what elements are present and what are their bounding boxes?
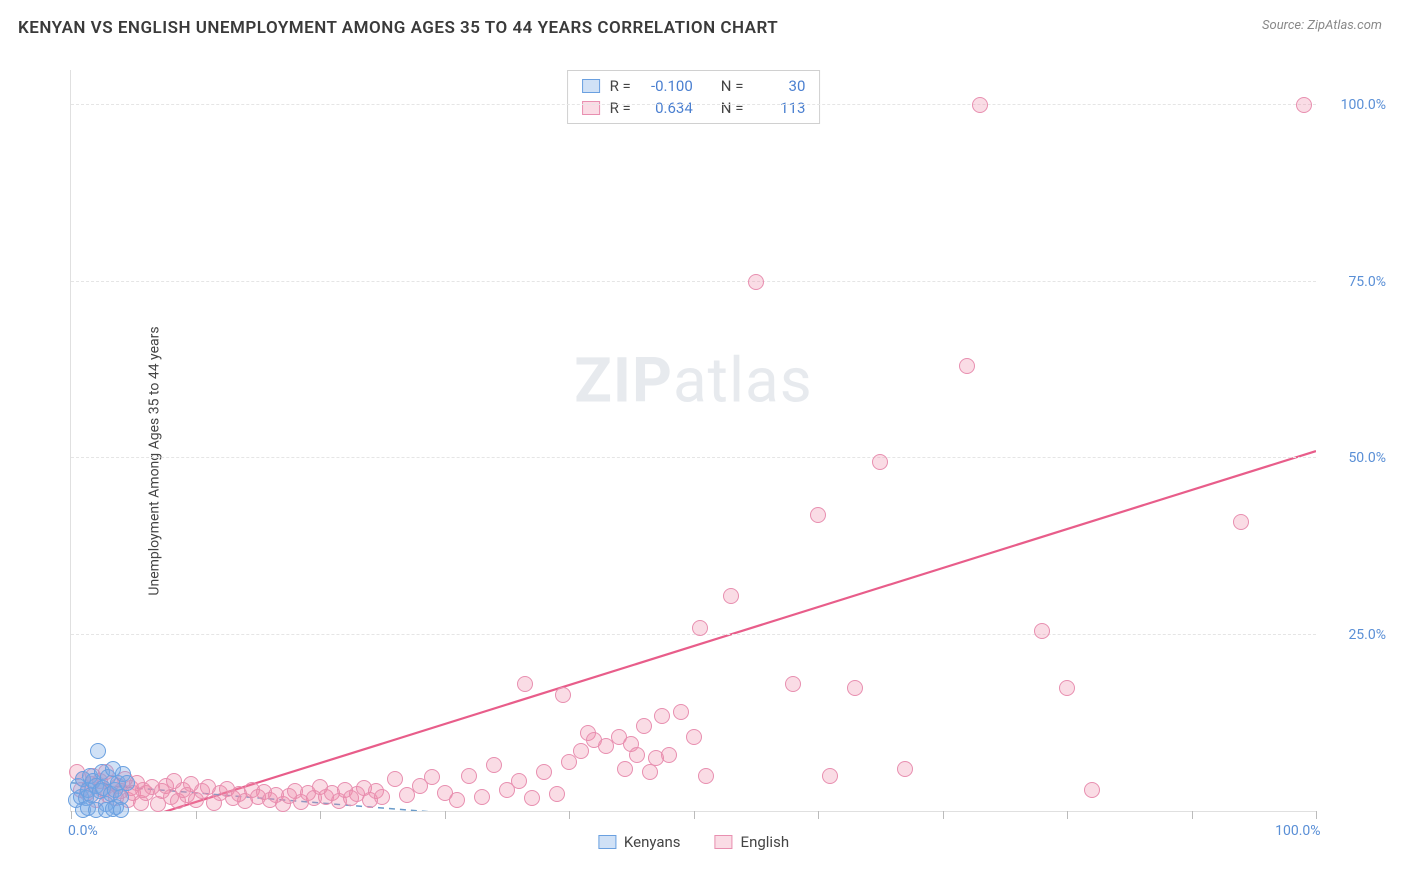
legend-item-kenyans: Kenyans [598, 833, 681, 851]
x-tick [196, 811, 197, 819]
legend-label-kenyans: Kenyans [624, 833, 681, 851]
point-english [872, 454, 888, 470]
x-tick [943, 811, 944, 819]
point-english [474, 789, 490, 805]
n-value-kenyans: 30 [753, 77, 805, 95]
n-label-kenyans: N = [721, 77, 744, 95]
x-tick-label: 100.0% [1275, 823, 1320, 839]
source-attribution: Source: ZipAtlas.com [1262, 18, 1382, 33]
point-english [847, 680, 863, 696]
point-english [617, 761, 633, 777]
point-english [1233, 514, 1249, 530]
plot-area: ZIPatlas R = -0.100 N = 30 R = 0.634 N =… [70, 70, 1316, 812]
y-tick-label: 100.0% [1341, 97, 1386, 113]
trend-lines-svg [71, 70, 1316, 811]
point-english [748, 274, 764, 290]
watermark-atlas: atlas [673, 345, 813, 418]
point-english [536, 764, 552, 780]
point-english [822, 768, 838, 784]
point-english [785, 676, 801, 692]
point-english [723, 588, 739, 604]
x-tick [320, 811, 321, 819]
x-tick [1067, 811, 1068, 819]
point-english [461, 768, 477, 784]
n-value-english: 113 [753, 99, 805, 117]
gridline [71, 634, 1316, 635]
x-tick [818, 811, 819, 819]
point-english [686, 729, 702, 745]
x-tick [569, 811, 570, 819]
chart-container: Unemployment Among Ages 35 to 44 years Z… [40, 60, 1396, 862]
point-kenyans [119, 775, 135, 791]
gridline [71, 281, 1316, 282]
r-value-english: 0.634 [641, 99, 693, 117]
point-english [654, 708, 670, 724]
point-english [692, 620, 708, 636]
x-tick [445, 811, 446, 819]
point-english [511, 773, 527, 789]
point-english [636, 718, 652, 734]
point-english [517, 676, 533, 692]
watermark-zip: ZIP [574, 345, 673, 418]
point-english [698, 768, 714, 784]
n-label-english: N = [721, 99, 744, 117]
y-tick-label: 25.0% [1348, 627, 1386, 643]
point-english [449, 792, 465, 808]
x-tick [1192, 811, 1193, 819]
point-english [387, 771, 403, 787]
point-english [424, 769, 440, 785]
x-tick-label: 0.0% [68, 823, 98, 839]
bottom-legend: Kenyans English [598, 833, 789, 851]
x-tick [694, 811, 695, 819]
point-english [642, 764, 658, 780]
stats-legend-box: R = -0.100 N = 30 R = 0.634 N = 113 [567, 70, 821, 124]
point-english [810, 507, 826, 523]
point-english [1296, 97, 1312, 113]
gridline [71, 104, 1316, 105]
point-english [549, 786, 565, 802]
point-english [555, 687, 571, 703]
chart-title: KENYAN VS ENGLISH UNEMPLOYMENT AMONG AGE… [18, 18, 778, 38]
r-label-english: R = [610, 99, 631, 117]
legend-item-english: English [715, 833, 790, 851]
swatch-kenyans [582, 79, 600, 93]
point-kenyans [90, 743, 106, 759]
gridline [71, 457, 1316, 458]
r-value-kenyans: -0.100 [641, 77, 693, 95]
point-english [661, 747, 677, 763]
x-tick [1316, 811, 1317, 819]
point-english [374, 789, 390, 805]
point-english [959, 358, 975, 374]
point-english [1034, 623, 1050, 639]
point-english [524, 790, 540, 806]
r-label-kenyans: R = [610, 77, 631, 95]
point-english [1084, 782, 1100, 798]
point-english [486, 757, 502, 773]
point-kenyans [113, 802, 129, 818]
watermark: ZIPatlas [574, 345, 813, 418]
point-english [1059, 680, 1075, 696]
stats-row-english: R = 0.634 N = 113 [568, 97, 820, 119]
point-english [673, 704, 689, 720]
legend-swatch-kenyans [598, 835, 616, 849]
point-english [897, 761, 913, 777]
legend-swatch-english [715, 835, 733, 849]
point-english [629, 747, 645, 763]
x-tick [71, 811, 72, 819]
stats-row-kenyans: R = -0.100 N = 30 [568, 75, 820, 97]
point-english [972, 97, 988, 113]
y-tick-label: 50.0% [1348, 450, 1386, 466]
legend-label-english: English [741, 833, 790, 851]
swatch-english [582, 101, 600, 115]
y-tick-label: 75.0% [1348, 274, 1386, 290]
